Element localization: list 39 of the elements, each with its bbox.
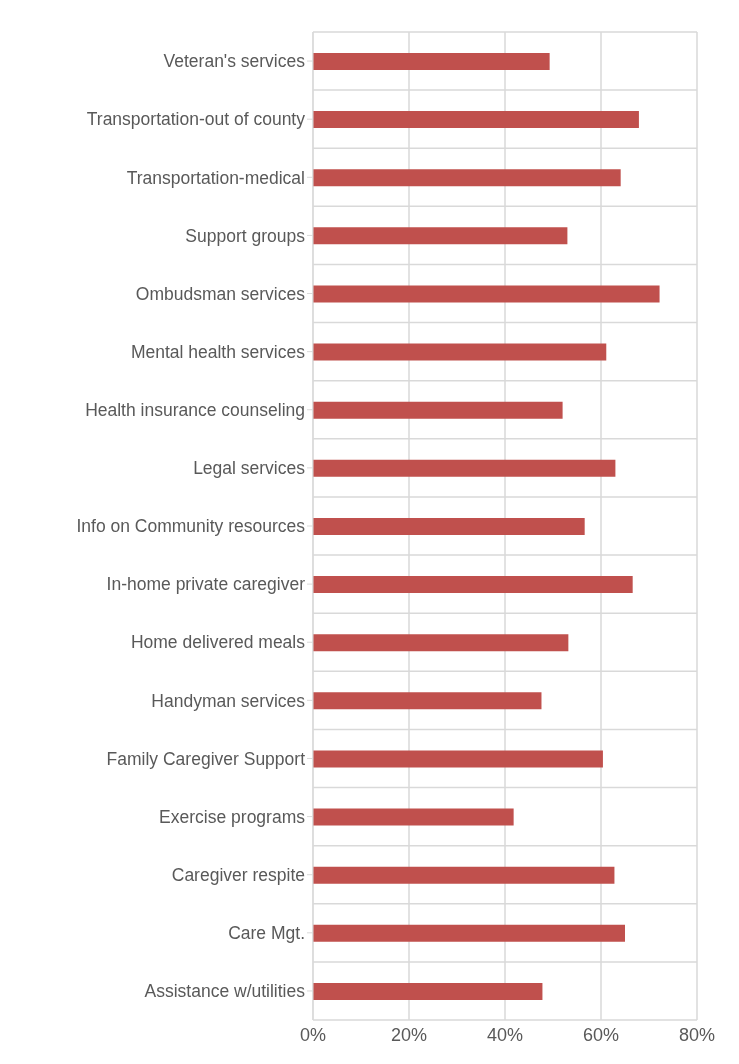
- y-tick-label: Legal services: [193, 458, 306, 479]
- y-tick-label: Transportation-medical: [126, 167, 305, 188]
- y-tick-label: Ombudsman services: [135, 283, 306, 304]
- bar: [313, 576, 633, 594]
- bar: [313, 517, 585, 535]
- x-tick-label: 0%: [299, 1024, 327, 1045]
- y-tick-label: Assistance w/utilities: [144, 981, 306, 1002]
- bar: [313, 924, 625, 942]
- bar: [313, 169, 621, 187]
- bar: [313, 285, 660, 303]
- x-tick-label: 60%: [582, 1024, 620, 1045]
- x-tick-label: 40%: [486, 1024, 524, 1045]
- y-tick-label: Caregiver respite: [171, 864, 305, 885]
- y-tick-label: Mental health services: [130, 341, 306, 362]
- bar: [313, 111, 639, 129]
- bar: [313, 401, 563, 419]
- bar: [313, 53, 550, 70]
- y-tick-label: Veteran's services: [163, 51, 306, 72]
- y-tick-label: Exercise programs: [159, 806, 306, 827]
- bar: [313, 982, 543, 1000]
- y-tick-label: Handyman services: [151, 690, 306, 711]
- y-tick-label: Support groups: [185, 225, 306, 246]
- x-tick-label: 80%: [678, 1024, 716, 1045]
- x-tick-label: 20%: [390, 1024, 428, 1045]
- bar: [313, 343, 607, 361]
- y-tick-label: Care Mgt.: [228, 923, 305, 944]
- bar: [313, 692, 542, 710]
- y-tick-label: Health insurance counseling: [85, 399, 305, 420]
- y-tick-label: Transportation-out of county: [86, 109, 306, 130]
- bar: [313, 459, 616, 477]
- y-tick-label: Home delivered meals: [130, 632, 306, 653]
- y-tick-label: Info on Community resources: [76, 516, 306, 537]
- bar: [313, 634, 569, 652]
- bar: [313, 750, 603, 768]
- bar: [313, 866, 615, 884]
- y-tick-label: In-home private caregiver: [106, 574, 306, 595]
- bar: [313, 227, 568, 245]
- bar: [313, 808, 514, 826]
- y-tick-label: Family Caregiver Support: [106, 748, 306, 769]
